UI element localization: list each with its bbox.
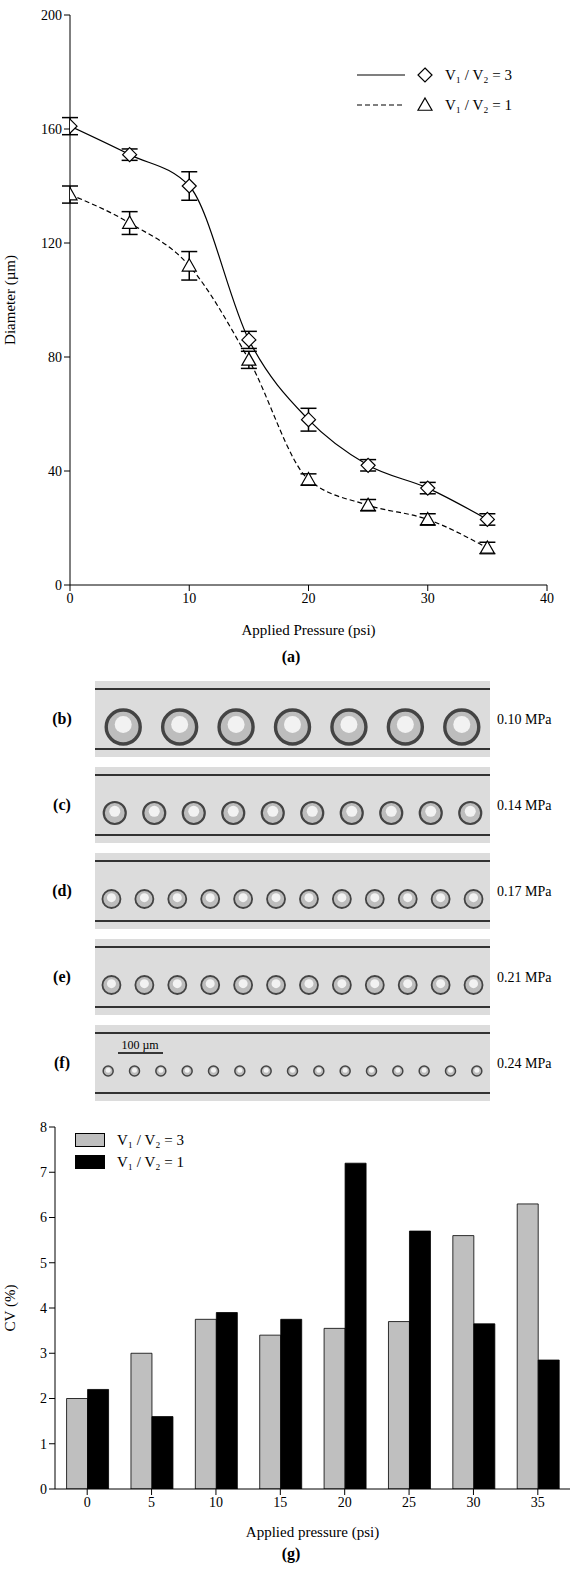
svg-text:5: 5	[148, 1495, 155, 1510]
svg-text:100 µm: 100 µm	[121, 1038, 159, 1052]
svg-text:0: 0	[84, 1495, 91, 1510]
svg-text:0: 0	[40, 1482, 47, 1497]
svg-text:10: 10	[209, 1495, 223, 1510]
svg-text:0.14 MPa: 0.14 MPa	[497, 798, 552, 813]
svg-text:15: 15	[273, 1495, 287, 1510]
svg-text:20: 20	[338, 1495, 352, 1510]
svg-text:120: 120	[41, 236, 62, 251]
html-text:V₁ / V₂ = 1: V₁ / V₂ = 1	[117, 1153, 184, 1170]
svg-text:6: 6	[40, 1210, 47, 1225]
svg-text:(c): (c)	[53, 796, 71, 814]
svg-text:160: 160	[41, 122, 62, 137]
svg-text:(e): (e)	[53, 968, 71, 986]
html-text:V₁ / V₂ = 3: V₁ / V₂ = 3	[117, 1131, 184, 1148]
svg-text:10: 10	[182, 591, 196, 606]
svg-text:(d): (d)	[52, 882, 72, 900]
svg-text:2: 2	[40, 1391, 47, 1406]
svg-text:80: 80	[48, 350, 62, 365]
html-text:V₁ / V₂ = 3: V₁ / V₂ = 3	[445, 66, 512, 83]
svg-text:35: 35	[531, 1495, 545, 1510]
svg-text:25: 25	[402, 1495, 416, 1510]
svg-text:(f): (f)	[54, 1054, 70, 1072]
html-text:(g): (g)	[281, 1545, 301, 1562]
svg-text:(b): (b)	[52, 710, 72, 728]
svg-text:7: 7	[40, 1165, 47, 1180]
html-text:(a): (a)	[281, 648, 301, 665]
svg-text:1: 1	[40, 1437, 47, 1452]
html-text:V₁ / V₂ = 1: V₁ / V₂ = 1	[445, 96, 512, 113]
svg-text:0: 0	[55, 578, 62, 593]
svg-text:0: 0	[67, 591, 74, 606]
svg-text:4: 4	[40, 1301, 47, 1316]
svg-text:0.24 MPa: 0.24 MPa	[497, 1056, 552, 1071]
svg-text:8: 8	[40, 1120, 47, 1135]
svg-text:200: 200	[41, 8, 62, 23]
svg-text:40: 40	[48, 464, 62, 479]
svg-text:5: 5	[40, 1256, 47, 1271]
svg-text:Diameter (µm): Diameter (µm)	[2, 255, 19, 345]
svg-text:30: 30	[421, 591, 435, 606]
svg-text:0.17 MPa: 0.17 MPa	[497, 884, 552, 899]
svg-text:Applied Pressure (psi): Applied Pressure (psi)	[241, 622, 375, 639]
svg-text:Applied pressure (psi): Applied pressure (psi)	[246, 1524, 379, 1541]
svg-text:20: 20	[302, 591, 316, 606]
svg-text:CV (%): CV (%)	[2, 1285, 19, 1332]
svg-text:3: 3	[40, 1346, 47, 1361]
svg-text:0.21 MPa: 0.21 MPa	[497, 970, 552, 985]
svg-text:40: 40	[540, 591, 554, 606]
svg-text:30: 30	[466, 1495, 480, 1510]
svg-text:0.10 MPa: 0.10 MPa	[497, 712, 552, 727]
